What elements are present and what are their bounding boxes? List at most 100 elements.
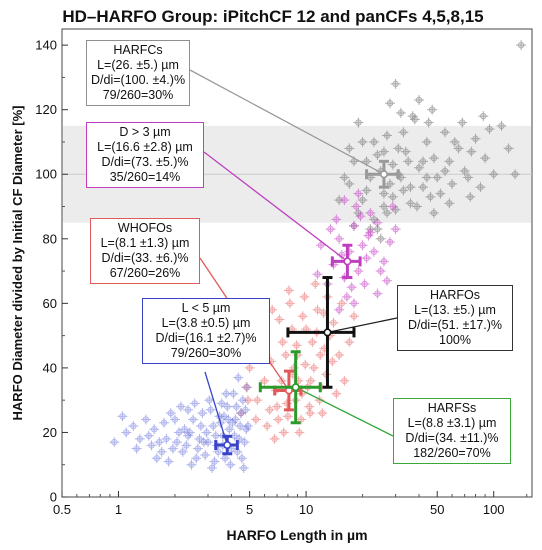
harfc-point [453, 143, 464, 154]
magenta-point [346, 282, 357, 293]
harfc-point-marker [413, 203, 421, 210]
whofo-point-marker [302, 361, 309, 368]
annotation-d-gt-3-title: D > 3 µm [119, 125, 171, 139]
small-l-point-marker [197, 422, 205, 430]
small-l-point [173, 427, 184, 438]
connector-1 [203, 151, 348, 262]
small-l-point-marker [210, 422, 217, 430]
small-l-point [205, 404, 216, 415]
small-l-point-marker [230, 390, 237, 397]
harfc-point [503, 143, 514, 154]
harfc-point [447, 178, 458, 189]
summary-mean [323, 328, 332, 337]
harfc-point [435, 188, 446, 199]
magenta-point-marker [370, 248, 378, 255]
magenta-point [334, 304, 345, 315]
small-l-point-marker [243, 384, 251, 391]
magenta-point [315, 240, 326, 251]
small-l-point [188, 414, 199, 425]
magenta-point-marker [333, 216, 340, 223]
small-l-point [161, 433, 172, 444]
whofo-point [317, 408, 328, 419]
whofo-point-marker [341, 377, 348, 385]
harfc-point [390, 204, 401, 215]
small-l-point [200, 450, 211, 461]
magenta-point [363, 230, 374, 241]
small-l-point [169, 414, 180, 425]
harfc-point-marker [448, 180, 456, 188]
small-l-point-marker [202, 451, 209, 459]
harfc-point [414, 162, 425, 173]
small-l-point-marker [181, 426, 188, 433]
whofo-point-marker [254, 396, 261, 404]
annotation-harfos: HARFOs L=(13. ±5.) µm D/di=(51. ±17.)% 1… [397, 285, 513, 351]
small-l-point [159, 417, 170, 428]
whofo-point-marker [346, 338, 353, 346]
harfc-point [421, 172, 432, 183]
harfc-point-marker [430, 154, 438, 162]
annotation-harfcs-length: L=(26. ±5.) µm [97, 58, 179, 72]
harfc-point-marker [428, 106, 436, 113]
whofo-point-marker [296, 429, 303, 436]
whofo-point-marker [301, 293, 308, 301]
magenta-point [331, 214, 342, 225]
summary-3 [214, 434, 239, 456]
whofo-point [294, 427, 305, 438]
small-l-point-marker [119, 413, 126, 420]
small-l-point-marker [191, 400, 198, 407]
small-l-point [231, 401, 242, 412]
whofo-point [250, 414, 261, 425]
annotation-connectors [189, 69, 398, 446]
small-l-point-marker [212, 432, 219, 439]
whofo-point [314, 395, 325, 406]
harfc-point [378, 146, 389, 157]
harfc-point-marker [441, 129, 449, 136]
harfc-point [421, 136, 432, 147]
harfc-point [425, 191, 436, 202]
magenta-point [368, 246, 379, 257]
whofo-point [259, 375, 270, 386]
small-l-point [171, 437, 182, 448]
harfc-point [398, 185, 409, 196]
harfc-point-marker [451, 138, 458, 146]
harfc-point-marker [389, 161, 397, 168]
x-tick-label: 100 [483, 502, 505, 517]
harfc-point [423, 117, 434, 128]
harfc-point [387, 191, 398, 202]
whofo-point-marker [312, 280, 319, 288]
small-l-point-marker [242, 406, 249, 414]
small-l-point-marker [244, 422, 252, 430]
harfc-point [444, 198, 455, 209]
harfc-point-marker [409, 112, 416, 120]
small-l-point [242, 420, 253, 431]
harfc-point-marker [400, 129, 407, 136]
small-l-point-marker [235, 374, 242, 381]
whofo-point-marker [333, 390, 340, 397]
small-l-point [233, 372, 244, 383]
small-l-point-marker [206, 396, 213, 404]
whofo-point-marker [299, 313, 306, 320]
chart-title: HD–HARFO Group: iPitchCF 12 and panCFs 4… [62, 7, 483, 26]
harfc-point-marker [395, 145, 402, 152]
harfc-point-marker [464, 174, 472, 181]
annotation-harfos-title: HARFOs [430, 288, 480, 302]
small-l-point [183, 404, 194, 415]
whofo-point [280, 349, 291, 360]
harfc-point-marker [446, 158, 453, 165]
annotation-harfcs-title: HARFCs [113, 43, 163, 57]
x-axis-label: HARFO Length in µm [226, 527, 367, 543]
harfc-point [466, 146, 477, 157]
whofo-point-marker [338, 300, 345, 307]
small-l-point [151, 453, 162, 464]
small-l-point [154, 437, 165, 448]
magenta-point-marker [350, 222, 358, 230]
annotation-harfcs-diameter: D/di=(100. ±4.)% [91, 73, 186, 87]
harfc-point-marker [461, 167, 468, 175]
small-l-point [143, 430, 154, 441]
small-l-point-marker [236, 422, 244, 430]
small-l-point [186, 459, 197, 470]
magenta-point-marker [355, 267, 362, 275]
whofo-point-marker [263, 422, 271, 430]
magenta-point [372, 288, 383, 299]
harfc-point [405, 198, 416, 209]
